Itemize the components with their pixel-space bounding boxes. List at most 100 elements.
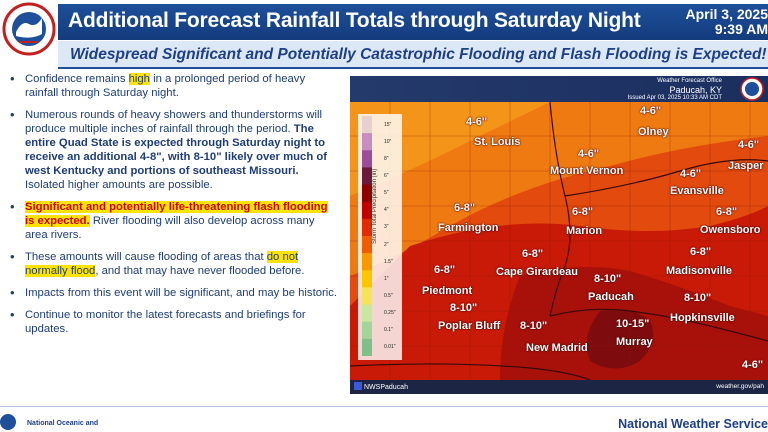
legend-swatch (362, 270, 372, 288)
legend-tick-label: 4" (384, 207, 389, 214)
legend-swatch (362, 321, 372, 340)
social-handle: NWSPaducah (354, 382, 408, 391)
page-title: Additional Forecast Rainfall Totals thro… (68, 9, 641, 32)
footer: National Oceanic and National Weather Se… (0, 406, 768, 432)
legend-swatch (362, 116, 372, 134)
legend-swatch (362, 253, 372, 271)
city-label: Jasper (728, 160, 764, 172)
amount-label: 6-8" (690, 246, 712, 258)
amount-label: 4-6" (466, 116, 488, 128)
city-label: Cape Girardeau (496, 266, 578, 278)
legend-swatch (362, 338, 372, 356)
amount-label: 6-8" (522, 248, 544, 260)
rainfall-map: Weather Forecast Office Paducah, KY Issu… (350, 76, 768, 394)
legend-swatch (362, 304, 372, 323)
time-label: 9:39 AM (714, 21, 768, 37)
city-label: Paducah (588, 291, 634, 303)
legend-tick-label: 2" (384, 241, 389, 248)
map-header: Weather Forecast Office Paducah, KY Issu… (350, 76, 768, 102)
legend-swatch (362, 167, 372, 186)
legend-tick-label: 1.5" (384, 258, 393, 265)
nws-label: National Weather Service (618, 417, 768, 431)
bullet-flash-flooding: • Significant and potentially life-threa… (8, 200, 338, 242)
website-label: weather.gov/pah (716, 383, 764, 390)
legend-swatch (362, 201, 372, 220)
city-label: Hopkinsville (670, 312, 735, 324)
bullet-confidence: • Confidence remains high in a prolonged… (8, 72, 338, 100)
issued-time: Issued Apr 03, 2025 10:33 AM CDT (627, 95, 722, 101)
bullet-amounts: • These amounts will cause flooding of a… (8, 250, 338, 278)
title-bar: Additional Forecast Rainfall Totals thro… (58, 4, 768, 40)
legend-tick-label: 15" (384, 121, 392, 128)
amount-label: 6-8" (454, 202, 476, 214)
legend-tick-label: 8" (384, 155, 389, 162)
legend-tick-label: 0.1" (384, 327, 393, 334)
amount-label: 4-6" (680, 168, 702, 180)
city-label: Farmington (438, 222, 499, 234)
legend-swatch (362, 184, 372, 203)
bullet-text: Confidence remains (25, 73, 129, 85)
nws-mini-logo-icon (740, 77, 764, 101)
page-subtitle: Widespread Significant and Potentially C… (70, 46, 767, 63)
amount-label: 8-10" (450, 302, 478, 314)
bullet-text: Isolated higher amounts are possible. (25, 179, 213, 191)
city-label: Poplar Bluff (438, 320, 501, 332)
legend-tick-label: 0.5" (384, 293, 393, 299)
amount-label: 4-6" (738, 139, 760, 151)
legend-title: Storm Total Precipitation (in) (372, 168, 378, 244)
bullet-dot-icon: • (10, 107, 15, 122)
noaa-logo-icon (0, 414, 16, 430)
bullet-text: Numerous rounds of heavy showers and thu… (25, 109, 322, 135)
bullet-dot-icon: • (10, 249, 15, 264)
highlight-text: high (128, 73, 150, 85)
social-text: NWSPaducah (364, 384, 408, 391)
city-label: Piedmont (422, 285, 473, 297)
legend-tick-label: 0.01" (384, 344, 396, 351)
bullet-dot-icon: • (10, 199, 15, 214)
bullet-dot-icon: • (10, 285, 15, 300)
legend-swatch (362, 236, 372, 254)
bullet-text: River flooding will also develop across … (25, 215, 315, 241)
amount-label: 4-6" (742, 359, 764, 371)
city-label: Madisonville (666, 265, 733, 277)
city-label: Murray (616, 336, 653, 348)
amount-label: 6-8" (716, 206, 738, 218)
header: Additional Forecast Rainfall Totals thro… (0, 0, 768, 70)
amount-label: 8-10" (684, 292, 712, 304)
nws-logo-icon (2, 2, 56, 56)
bullet-dot-icon: • (10, 307, 15, 322)
legend-tick-label: 0.25" (384, 310, 396, 317)
city-label: Owensboro (700, 224, 761, 236)
bullet-dot-icon: • (10, 71, 15, 86)
city-label: Olney (638, 126, 669, 138)
bullet-text: Continue to monitor the latest forecasts… (25, 309, 306, 335)
bullet-text: , and that may have never flooded before… (95, 265, 305, 277)
bullet-text: in a prolonged period of heavy rainfall … (25, 73, 306, 99)
precip-legend: 15" 10" 8" 6" 5" 4" 3" 2" 1.5" 1" 0.5" 0.25" 0.1" 0.0… (358, 114, 402, 360)
city-label: Marion (566, 225, 603, 237)
bullet-text: These amounts will cause flooding of are… (25, 251, 267, 263)
bullet-impacts: • Impacts from this event will be signif… (8, 286, 338, 300)
bullet-rounds: • Numerous rounds of heavy showers and t… (8, 108, 338, 192)
bullet-list: • Confidence remains high in a prolonged… (8, 72, 338, 344)
amount-label: 4-6" (640, 105, 662, 117)
office-city: Paducah, KY (669, 85, 722, 95)
amount-label: 4-6" (578, 148, 600, 160)
date-time: April 3, 2025 9:39 AM (686, 7, 768, 37)
amount-label: 8-10" (520, 320, 548, 332)
legend-tick-label: 3" (384, 224, 389, 231)
legend-tick-label: 1" (384, 275, 389, 282)
legend-tick-label: 10" (384, 138, 392, 145)
legend-tick-label: 5" (384, 190, 389, 197)
map-footer: NWSPaducah weather.gov/pah (350, 380, 768, 394)
date-label: April 3, 2025 (685, 6, 768, 22)
facebook-icon (354, 382, 362, 390)
legend-swatch (362, 218, 372, 237)
amount-label: 10-15" (616, 318, 650, 330)
amount-label: 8-10" (594, 273, 622, 285)
amount-label: 6-8" (434, 264, 456, 276)
legend-tick-label: 6" (384, 173, 389, 179)
rainfall-map-graphic (350, 76, 768, 394)
legend-swatch (362, 287, 372, 306)
legend-color-scale (362, 116, 372, 356)
